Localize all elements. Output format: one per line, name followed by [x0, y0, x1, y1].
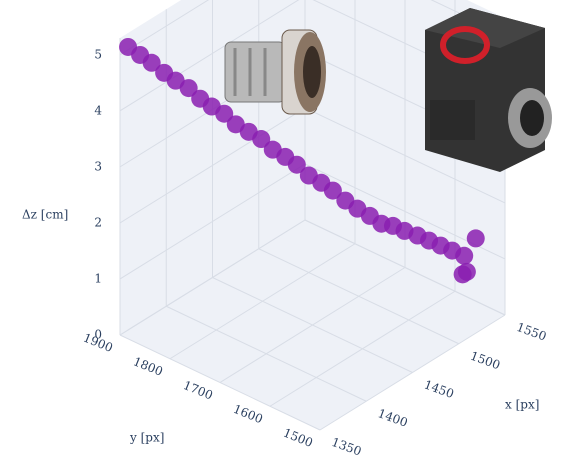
z-tick-label: 1	[94, 271, 102, 285]
x-tick-label: 1450	[422, 377, 455, 401]
y-tick-label: 1500	[281, 426, 315, 450]
y-axis-title: y [px]	[129, 431, 164, 445]
tube-image	[224, 29, 326, 115]
z-tick-label: 5	[94, 47, 102, 61]
y-tick-label: 1800	[131, 354, 165, 378]
point	[179, 79, 198, 98]
grid-line	[119, 0, 210, 56]
z-tick-label: 4	[94, 103, 102, 117]
grid-line	[119, 107, 306, 224]
grid-line	[169, 243, 356, 360]
point	[252, 130, 271, 149]
x-axis-title: x [px]	[505, 398, 539, 412]
grid-line	[119, 0, 300, 112]
z-tick-label: 0	[94, 328, 102, 342]
x-tick-label: 1400	[376, 406, 409, 430]
point	[215, 104, 234, 123]
grid-line	[319, 314, 506, 431]
x-tick-label: 1350	[330, 435, 363, 459]
grid-line	[119, 163, 306, 280]
camera-image	[425, 8, 552, 172]
grid-line	[119, 219, 306, 336]
point	[287, 155, 306, 174]
grid-line	[269, 290, 456, 407]
x-tick-label: 1500	[469, 349, 502, 373]
y-tick-label: 1700	[181, 378, 215, 402]
z-tick-label: 2	[94, 215, 102, 229]
z-tick-label: 3	[94, 159, 102, 173]
grid-line	[304, 107, 506, 204]
grid-line	[219, 267, 406, 383]
point	[142, 53, 161, 72]
points	[119, 37, 485, 284]
point	[455, 246, 474, 265]
point	[323, 181, 342, 200]
point	[466, 229, 485, 248]
point	[453, 265, 472, 284]
x-tick-label: 1550	[515, 320, 548, 344]
z-axis-title: Δz [cm]	[22, 208, 68, 222]
y-tick-label: 1600	[231, 402, 265, 426]
grid-line	[304, 219, 506, 316]
